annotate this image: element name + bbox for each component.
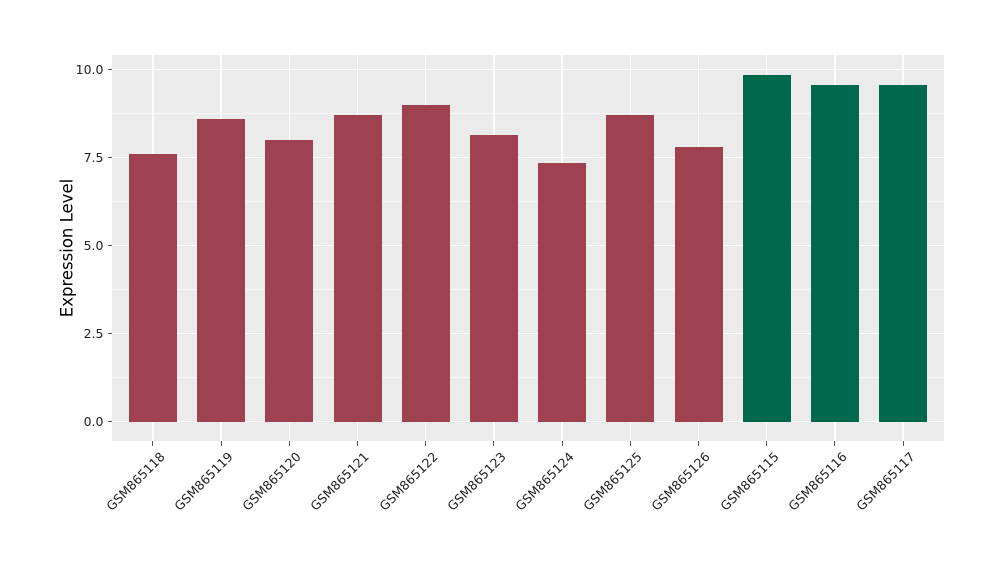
y-axis-tick [107, 244, 112, 247]
bar [742, 74, 791, 422]
bar [538, 162, 587, 422]
bar [810, 85, 859, 422]
y-axis-tick [107, 420, 112, 423]
minor-gridline [112, 113, 944, 114]
major-gridline [112, 156, 944, 159]
y-tick-label: 2.5 [83, 326, 104, 341]
bar [401, 104, 450, 422]
bar [197, 118, 246, 422]
x-axis-tick [561, 441, 563, 446]
x-tick-label-text: GSM865118 [103, 449, 168, 514]
x-tick-label-text: GSM865123 [444, 449, 509, 514]
x-tick-label-text: GSM865119 [171, 449, 236, 514]
bar [469, 134, 518, 422]
major-gridline [112, 332, 944, 335]
bar [265, 139, 314, 422]
x-axis-tick [220, 441, 222, 446]
bar [128, 153, 177, 422]
x-tick-label-text: GSM865117 [853, 449, 918, 514]
bar [879, 85, 928, 422]
x-axis-tick [834, 441, 836, 446]
x-tick-label-text: GSM865115 [716, 449, 782, 514]
major-gridline [112, 420, 944, 423]
y-tick-label: 7.5 [83, 150, 104, 165]
x-tick-label-text: GSM865122 [375, 449, 441, 514]
y-tick-label: 5.0 [83, 238, 104, 253]
y-tick-label: 10.0 [75, 62, 104, 77]
x-axis-tick [766, 441, 768, 446]
minor-gridline [112, 201, 944, 202]
plot-panel [112, 55, 944, 441]
x-axis-tick [152, 441, 154, 446]
x-axis-tick [697, 441, 700, 446]
major-gridline [112, 68, 944, 71]
y-axis-tick [107, 68, 112, 71]
x-tick-label-text: GSM865120 [239, 449, 304, 514]
minor-gridline [112, 289, 944, 290]
major-gridline [112, 244, 944, 247]
bar [606, 115, 655, 422]
minor-gridline [112, 377, 944, 378]
x-tick-label-text: GSM865126 [648, 449, 714, 514]
y-axis-tick [107, 156, 112, 159]
bar [333, 115, 382, 422]
x-axis-tick [493, 441, 495, 446]
x-tick-label-text: GSM865116 [785, 449, 850, 514]
y-axis-tick [107, 332, 112, 335]
bar [674, 146, 723, 422]
x-tick-label-text: GSM865125 [580, 449, 645, 514]
x-axis-tick [425, 441, 427, 446]
x-tick-label-text: GSM865121 [307, 449, 373, 514]
x-axis-tick [288, 441, 290, 446]
y-tick-label: 0.0 [83, 414, 104, 429]
x-tick-label-text: GSM865124 [512, 449, 577, 514]
x-axis-tick [902, 441, 904, 446]
x-axis-tick [629, 441, 631, 446]
x-axis-tick [356, 441, 359, 446]
